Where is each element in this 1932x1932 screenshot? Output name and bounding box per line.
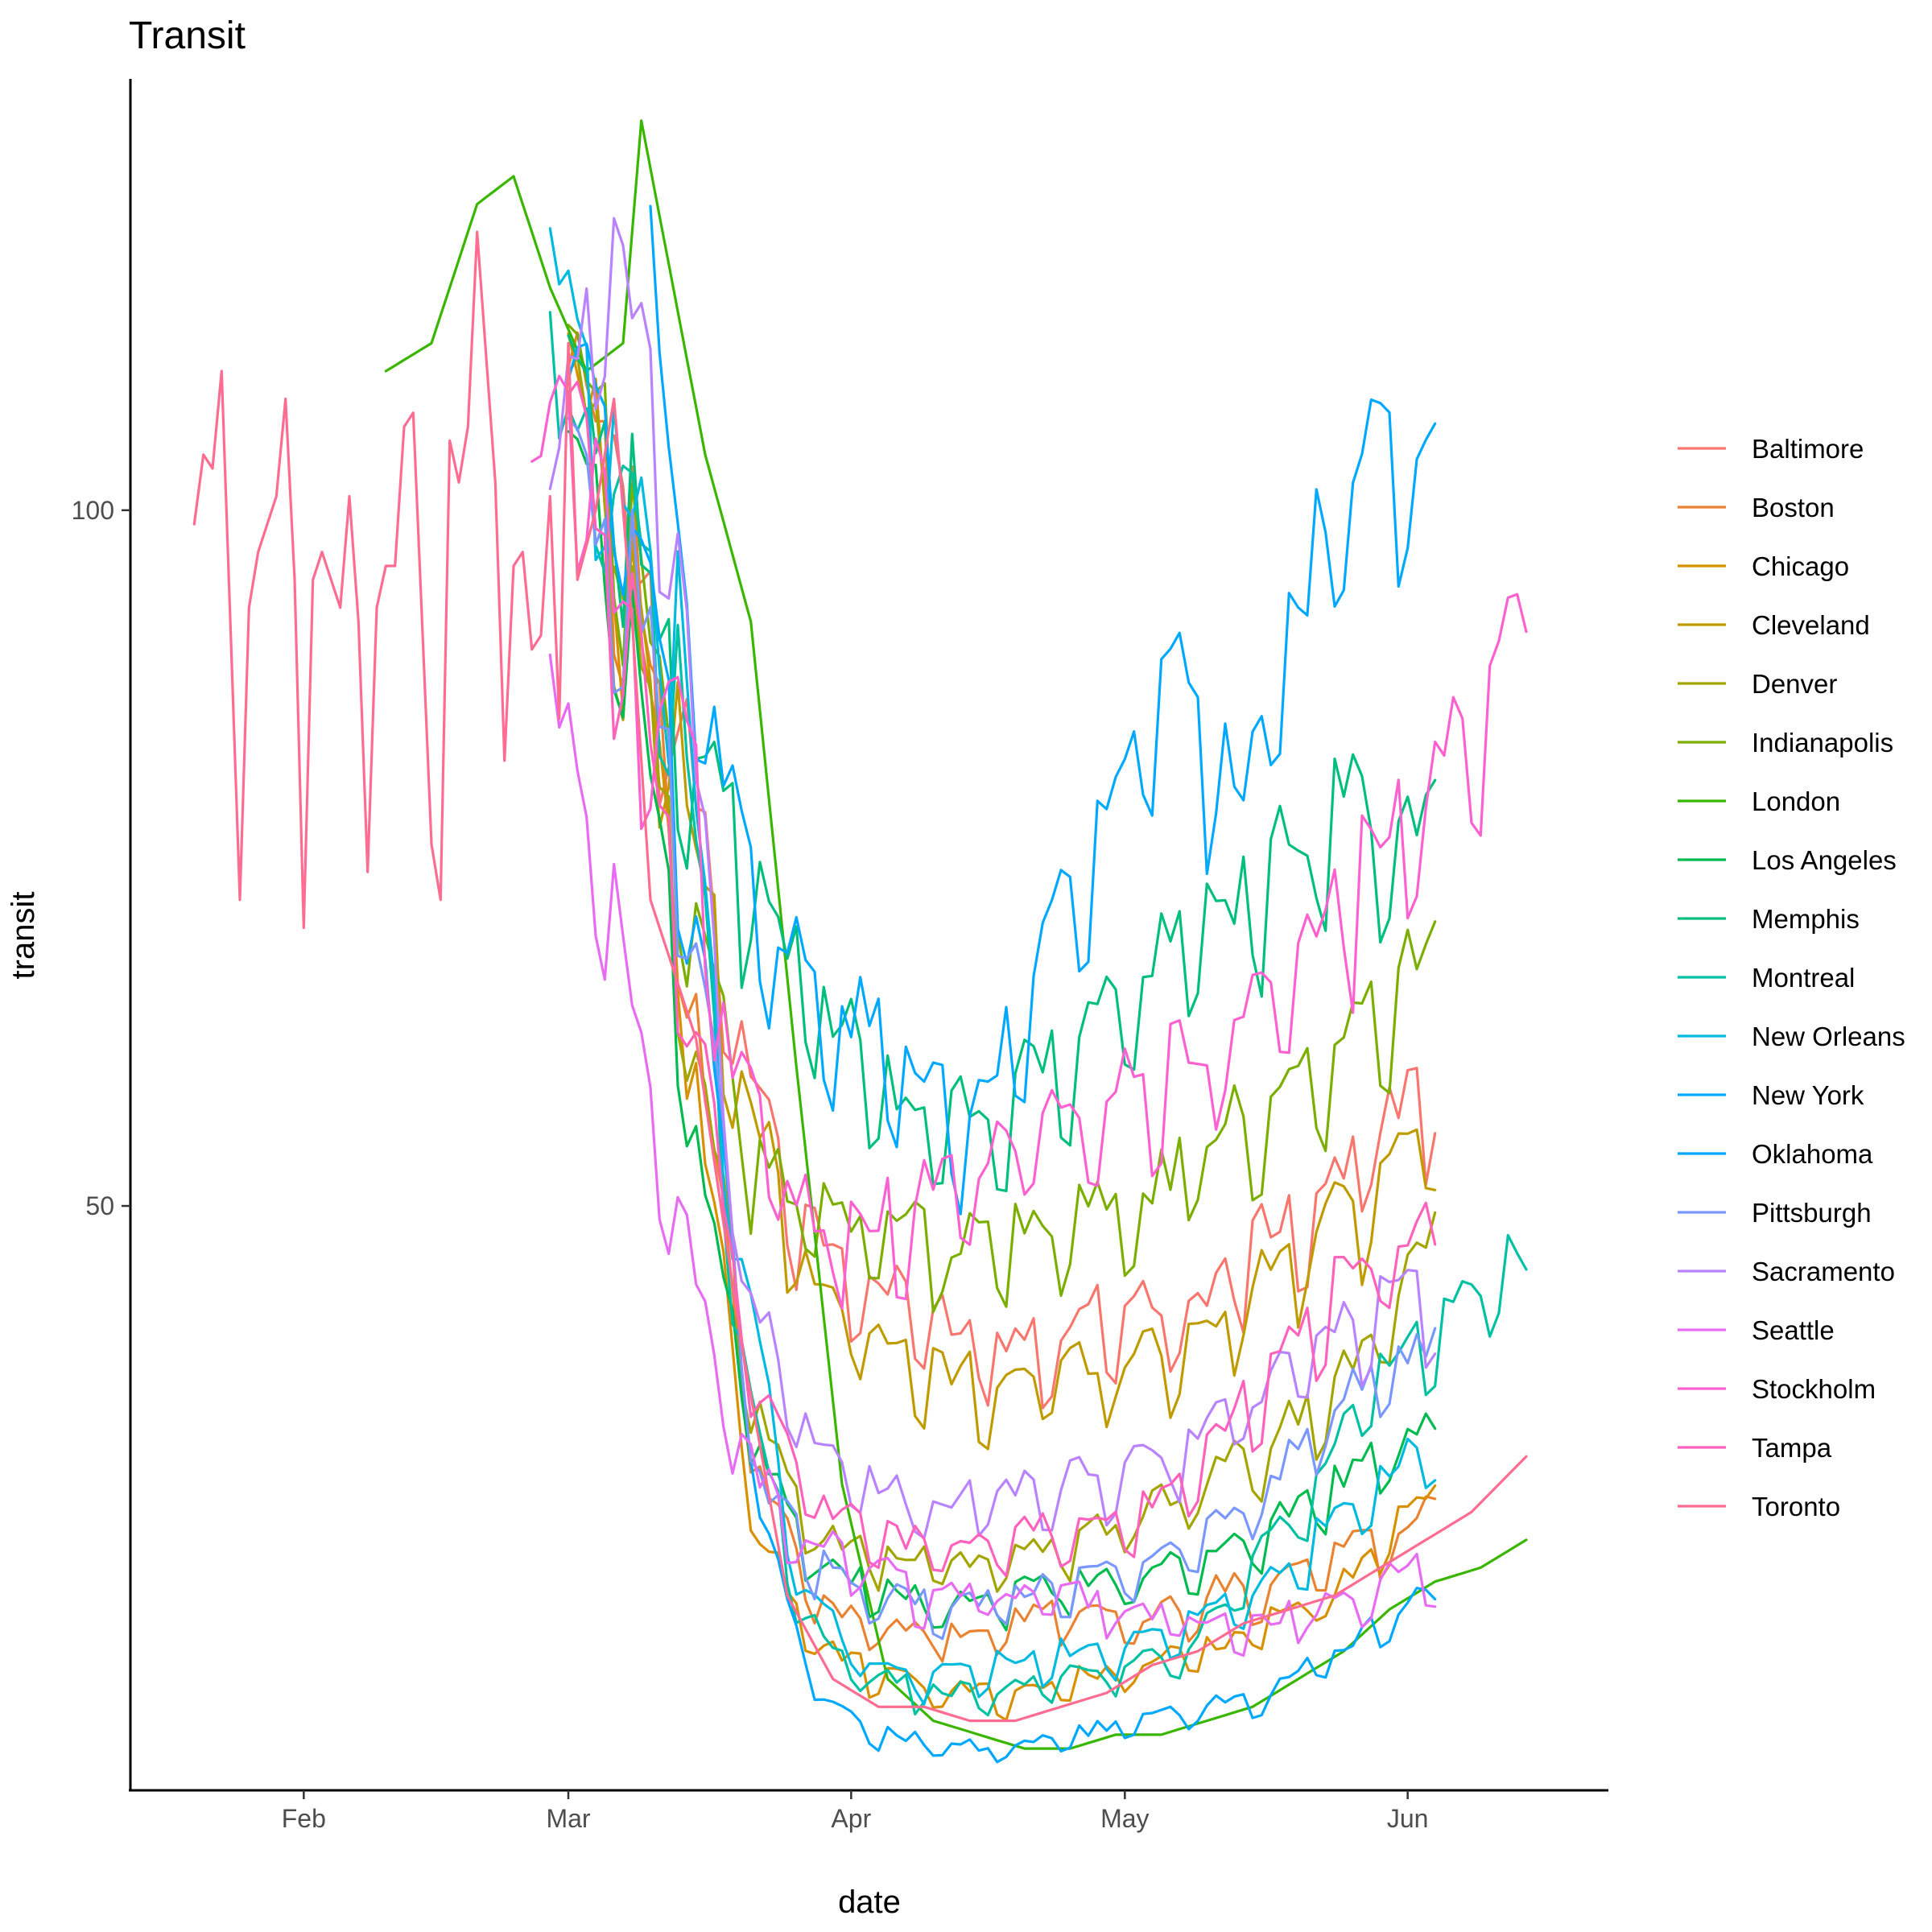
legend-item: Cleveland — [1678, 610, 1870, 640]
legend-label: New Orleans — [1752, 1022, 1905, 1051]
legend-label: Los Angeles — [1752, 845, 1897, 875]
legend-label: Boston — [1752, 493, 1835, 522]
y-tick-label: 50 — [85, 1191, 114, 1220]
legend-item: London — [1678, 786, 1840, 816]
legend-item: Boston — [1678, 493, 1835, 522]
legend-item: New York — [1678, 1080, 1864, 1110]
series-line-tampa — [567, 380, 1437, 1578]
legend-label: Oklahoma — [1752, 1139, 1873, 1169]
legend-label: Chicago — [1752, 551, 1849, 581]
x-tick-label: Feb — [282, 1804, 326, 1833]
x-axis-ticks: Feb Mar Apr May Jun — [282, 1790, 1429, 1833]
y-axis-ticks: 50 100 — [72, 496, 130, 1220]
series-line-los-angeles — [567, 430, 1437, 1632]
x-axis-title: date — [838, 1885, 901, 1920]
x-tick-label: Jun — [1387, 1804, 1429, 1833]
series-line-london — [384, 119, 1528, 1750]
legend-label: Stockholm — [1752, 1374, 1876, 1404]
legend-item: Toronto — [1678, 1492, 1840, 1521]
x-tick-label: May — [1100, 1804, 1149, 1833]
series-line-oklahoma — [649, 204, 1437, 1216]
chart-title: Transit — [129, 14, 246, 57]
series-line-memphis — [567, 334, 1437, 1192]
y-tick-label: 100 — [72, 496, 114, 525]
legend-item: Los Angeles — [1678, 845, 1897, 875]
legend-label: Montreal — [1752, 963, 1855, 993]
legend-item: Pittsburgh — [1678, 1198, 1872, 1228]
series-line-stockholm — [530, 374, 1528, 1311]
legend-label: Sacramento — [1752, 1257, 1895, 1286]
series-line-cleveland — [613, 551, 1437, 1451]
legend-label: New York — [1752, 1080, 1864, 1110]
legend-item: Oklahoma — [1678, 1139, 1873, 1169]
legend-item: Memphis — [1678, 904, 1860, 934]
legend-label: London — [1752, 786, 1840, 816]
legend-item: Chicago — [1678, 551, 1849, 581]
series-line-sacramento — [548, 217, 1437, 1540]
legend-label: Indianapolis — [1752, 728, 1893, 758]
x-tick-label: Mar — [546, 1804, 590, 1833]
legend-item: Tampa — [1678, 1433, 1832, 1463]
legend-label: Seattle — [1752, 1315, 1835, 1345]
x-tick-label: Apr — [831, 1804, 871, 1833]
series-layer — [192, 119, 1528, 1764]
legend-item: Sacramento — [1678, 1257, 1895, 1286]
legend-label: Cleveland — [1752, 610, 1870, 640]
legend-label: Toronto — [1752, 1492, 1840, 1521]
series-line-montreal — [548, 311, 1528, 1717]
series-line-toronto — [192, 230, 1528, 1723]
legend-item: Seattle — [1678, 1315, 1835, 1345]
legend-item: New Orleans — [1678, 1022, 1905, 1051]
legend-label: Denver — [1752, 669, 1837, 699]
series-line-baltimore — [613, 434, 1437, 1410]
series-line-seattle — [548, 653, 1437, 1657]
legend: Baltimore Boston Chicago Cleveland Denver Ind… — [1678, 434, 1905, 1521]
legend-item: Stockholm — [1678, 1374, 1876, 1404]
legend-item: Baltimore — [1678, 434, 1864, 464]
series-line-boston — [567, 331, 1437, 1663]
legend-label: Memphis — [1752, 904, 1860, 934]
y-axis-title: transit — [6, 892, 41, 980]
legend-item: Indianapolis — [1678, 728, 1893, 758]
series-line-new-orleans — [548, 227, 1437, 1706]
legend-label: Pittsburgh — [1752, 1198, 1872, 1228]
series-line-denver — [567, 355, 1437, 1593]
legend-item: Montreal — [1678, 963, 1855, 993]
legend-label: Tampa — [1752, 1433, 1832, 1463]
legend-label: Baltimore — [1752, 434, 1864, 464]
legend-item: Denver — [1678, 669, 1837, 699]
